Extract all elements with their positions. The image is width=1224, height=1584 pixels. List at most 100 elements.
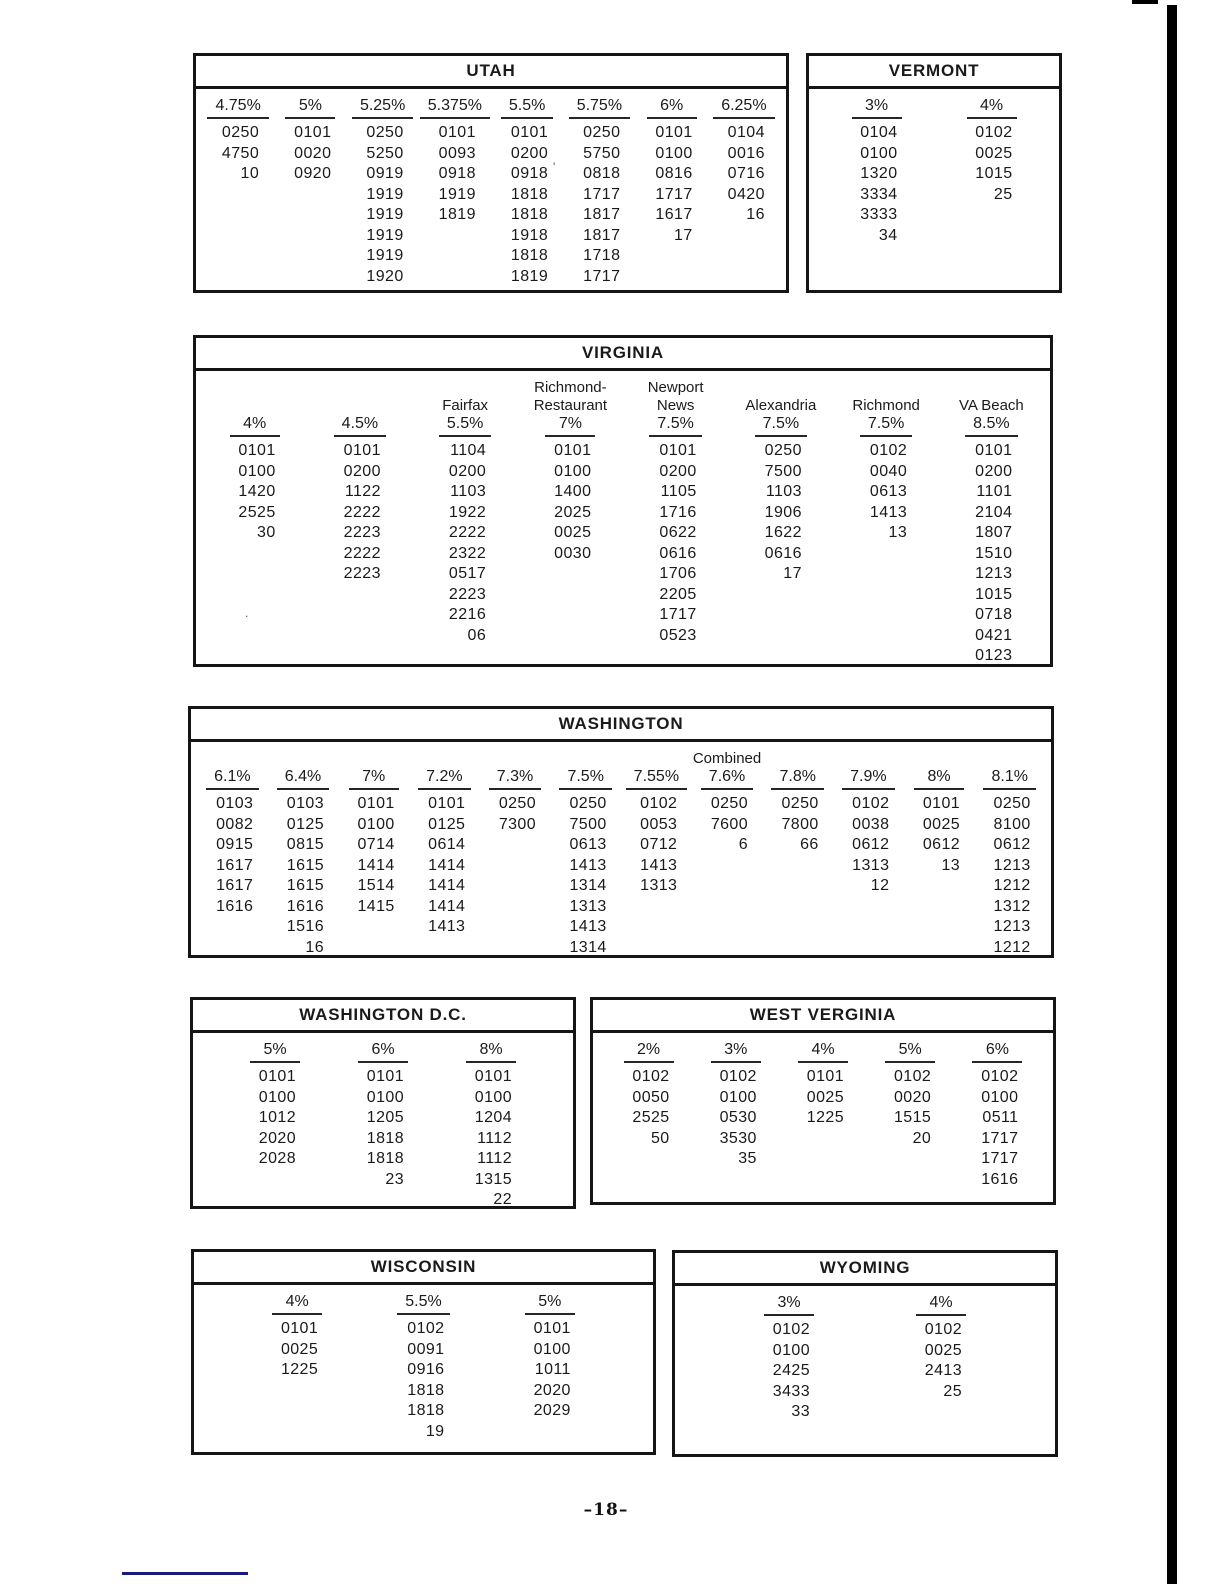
code-value: 13 (888, 524, 908, 541)
code-value: 0818 (583, 165, 621, 182)
code-list: 0101 0125 0614 1414 1414 1414 1413 (423, 794, 465, 938)
rate-header: 3% (764, 1294, 814, 1316)
code-list: 0101 0100 1400 2025 0025 0030 (549, 441, 591, 564)
code-value: 30 (257, 524, 276, 541)
code-value: 2020 (533, 1381, 571, 1399)
rate-column: Combined 7.6% 0250 7600 6 (692, 750, 763, 955)
column-header: 4% (916, 1294, 966, 1316)
code-value: 0100 (533, 1340, 571, 1358)
column-header: 5.75% (568, 97, 631, 119)
code-value: 1225 (806, 1109, 844, 1126)
column-header: 3% (851, 97, 902, 119)
column-header: 8.1% (983, 750, 1036, 790)
code-value: 16 (746, 206, 765, 223)
column-header: 5% (524, 1293, 575, 1315)
code-list: 0250 5250 0919 1919 1919 1919 1919 1920 (362, 123, 404, 287)
code-list: 0101 0025 1225 (276, 1319, 318, 1381)
code-value: 0250 (993, 795, 1031, 812)
column-header: 5% (285, 97, 336, 119)
code-value: 1717 (981, 1150, 1019, 1167)
rate-column: VA Beach 8.5% 0101 0200 1101 2104 1807 1510 1213… (939, 379, 1044, 664)
code-value: 22 (493, 1191, 512, 1208)
code-value: 1205 (366, 1109, 404, 1126)
rate-header: 6.4% (276, 768, 330, 790)
rate-header: 7.5% (859, 415, 913, 437)
code-list: 1104 0200 1103 1922 2222 2322 0517 2223 2216 06 (444, 441, 486, 646)
table-columns: 5% 0101 0100 1012 2020 2028 6% 0101 0100 1205 1818… (193, 1033, 573, 1208)
code-value: 0101 (280, 1320, 319, 1337)
code-value: 0200 (510, 144, 549, 162)
code-value: 34 (878, 226, 898, 244)
column-header: 6% (646, 97, 697, 119)
code-value: 0125 (428, 815, 466, 833)
code-value: 0102 (719, 1068, 757, 1085)
rate-header: 5% (250, 1041, 300, 1063)
table-title: WYOMING (675, 1253, 1055, 1286)
rate-column: 6% 0101 0100 1205 1818 1818 23 (329, 1041, 437, 1206)
rate-column: 4% 0101 0025 1225 (779, 1041, 866, 1190)
column-header: 7.8% (771, 750, 824, 790)
table-title: VIRGINIA (196, 338, 1050, 371)
code-value: 1413 (640, 856, 678, 874)
rate-column: 5.5% 0101 0200 0918 1818 1818 1918 1818 1819 (491, 97, 563, 287)
code-value: 17 (783, 565, 802, 582)
code-value: 0918 (510, 165, 549, 182)
column-header: 4.75% (207, 97, 269, 119)
rate-column: 5.75% 0250 5750 0818 1717 1817 1817 1718 1717 (563, 97, 635, 287)
code-value: 1112 (477, 1129, 512, 1147)
code-value: 1414 (428, 897, 466, 915)
code-value: 0102 (869, 442, 908, 459)
code-value: 25 (943, 1382, 962, 1400)
code-value: 35 (738, 1150, 757, 1167)
code-value: 0038 (852, 815, 890, 833)
column-header: Alexandria 7.5% (745, 379, 816, 437)
column-header: 5.25% (351, 97, 414, 119)
column-header: 7.5% (559, 750, 612, 790)
code-value: 5750 (583, 144, 621, 162)
rate-header: 4.75% (207, 97, 269, 119)
rate-column: 5.5% 0102 0091 0916 1818 1818 19 (360, 1293, 486, 1442)
code-value: 1615 (286, 877, 324, 894)
code-value: 2525 (632, 1109, 670, 1126)
code-value: 25 (993, 185, 1013, 203)
code-value: 0250 (710, 795, 749, 812)
rate-column: 7.3% 0250 7300 (480, 750, 551, 955)
rate-header: 7.2% (418, 768, 471, 790)
wyoming-rate-table: WYOMING 3% 0102 0100 2425 3433 33 4% 0102 0025 241… (672, 1250, 1058, 1457)
column-header: 4.5% (333, 379, 387, 437)
code-value: 0101 (366, 1068, 404, 1085)
column-header: 7% (348, 750, 399, 790)
code-value: 1818 (366, 1129, 404, 1147)
code-value: 1104 (450, 442, 487, 459)
code-value: 1315 (474, 1170, 512, 1188)
code-value: 1906 (764, 503, 802, 521)
code-value: 0123 (975, 647, 1013, 664)
code-value: 1919 (366, 185, 404, 203)
column-header: 5% (250, 1041, 300, 1063)
code-list: 0101 0100 0816 1717 1617 17 (651, 123, 693, 246)
code-value: 1313 (640, 877, 678, 894)
code-list: 0250 7800 66 (777, 794, 819, 856)
code-value: 0250 (366, 124, 404, 141)
rate-header: 7.6% (700, 768, 754, 790)
rate-column: 4% 0102 0025 1015 25 (934, 97, 1049, 246)
code-list: 0250 7600 6 (706, 794, 748, 856)
code-list: 0250 5750 0818 1717 1817 1817 1718 1717 (578, 123, 620, 287)
rate-column: 6% 0102 0100 0511 1717 1717 1616 (954, 1041, 1041, 1190)
code-value: 1225 (280, 1361, 319, 1378)
code-value: 06 (467, 626, 487, 644)
scan-speck: . (245, 606, 249, 620)
code-list: 0102 0020 1515 20 (889, 1067, 931, 1149)
rate-column: 4.5% 0101 0200 1122 2222 2223 2222 2223 (307, 379, 412, 664)
rate-header: 8% (466, 1041, 516, 1063)
column-header: 7.55% (625, 750, 688, 790)
code-value: 1213 (993, 918, 1031, 935)
rate-header: 6% (358, 1041, 408, 1063)
code-value: 1413 (428, 918, 466, 935)
column-header: 3% (764, 1294, 814, 1316)
code-value: 1510 (975, 544, 1013, 562)
rate-header: 8% (914, 768, 965, 790)
code-value: 2029 (533, 1402, 571, 1419)
code-list: 0101 0100 1205 1818 1818 23 (362, 1067, 404, 1190)
